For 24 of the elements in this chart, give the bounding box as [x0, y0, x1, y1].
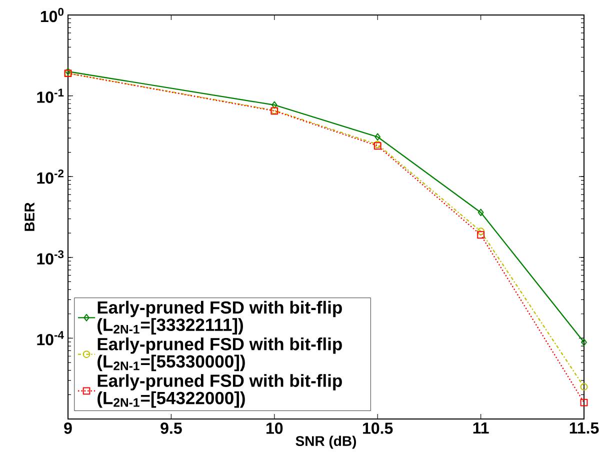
legend-label: Early-pruned FSD with bit-flip (L$_{2N-1}$=[54322000]): [98, 374, 342, 408]
y-tick-label: 10$^{-4}$: [37, 331, 64, 346]
point: [477, 228, 485, 236]
y-tick-label: 10$^{-1}$: [37, 88, 64, 103]
point: [581, 338, 587, 346]
point: [580, 398, 588, 406]
x-axis-title: SNR (dB): [296, 436, 356, 449]
point: [477, 231, 485, 239]
point: [272, 101, 278, 109]
x-tick-label: 10.5: [363, 422, 393, 434]
x-tick-label: 11: [473, 422, 489, 434]
point: [478, 208, 484, 216]
point: [580, 383, 588, 391]
y-tick-label: 10$^{-3}$: [37, 250, 64, 265]
x-tick-label: 10: [266, 422, 283, 434]
x-tick-label: 11.5: [570, 422, 599, 434]
x-tick-label: 9: [64, 422, 72, 434]
x-tick-label: 9.5: [160, 422, 182, 434]
y-tick-label: 10$^{0}$: [40, 8, 64, 22]
y-tick-label: 10$^{-2}$: [37, 169, 64, 184]
point: [374, 133, 381, 141]
legend-label: Early-pruned FSD with bit-flip (L$_{2N-1}$=[33322111]): [98, 300, 342, 334]
legend-label: Early-pruned FSD with bit-flip (L$_{2N-1}$=[55330000]): [98, 337, 342, 372]
y-axis-title: BER: [24, 202, 34, 231]
